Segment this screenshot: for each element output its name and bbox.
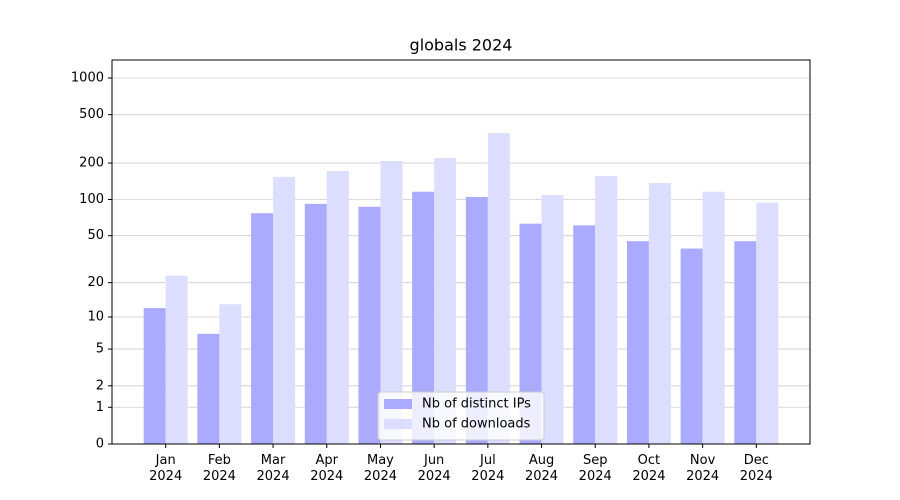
y-tick-label: 2 bbox=[96, 378, 104, 393]
y-tick-label: 0 bbox=[96, 437, 104, 452]
x-tick-label: Jun 2024 bbox=[417, 453, 451, 484]
bar bbox=[573, 225, 596, 444]
y-tick-label: 50 bbox=[87, 228, 104, 243]
x-tick-label: Jul 2024 bbox=[471, 453, 505, 484]
bar bbox=[219, 304, 242, 444]
bar bbox=[487, 133, 510, 444]
x-tick-label: Nov 2024 bbox=[686, 453, 720, 484]
bar bbox=[434, 158, 457, 444]
x-tick-label: Feb 2024 bbox=[202, 453, 236, 484]
legend: Nb of distinct IPs Nb of downloads bbox=[377, 391, 545, 441]
chart-title: globals 2024 bbox=[410, 36, 513, 55]
y-tick-label: 100 bbox=[79, 192, 104, 207]
bar bbox=[273, 176, 296, 444]
y-tick-label: 1000 bbox=[71, 70, 104, 85]
bar bbox=[143, 308, 166, 444]
bar bbox=[680, 248, 703, 444]
y-tick-label: 10 bbox=[87, 309, 104, 324]
bar bbox=[412, 191, 435, 444]
bar bbox=[251, 213, 274, 444]
x-tick-label: May 2024 bbox=[363, 453, 397, 484]
y-tick-label: 5 bbox=[96, 342, 104, 357]
bar bbox=[541, 194, 564, 444]
x-tick-label: Oct 2024 bbox=[632, 453, 666, 484]
x-tick-label: Apr 2024 bbox=[310, 453, 344, 484]
bar bbox=[734, 241, 757, 444]
bar bbox=[626, 241, 649, 444]
legend-swatch bbox=[384, 399, 412, 409]
bar bbox=[358, 206, 381, 444]
bar bbox=[326, 170, 349, 444]
x-tick-label: Mar 2024 bbox=[256, 453, 290, 484]
legend-label: Nb of downloads bbox=[422, 417, 531, 432]
legend-box bbox=[377, 391, 545, 441]
bar bbox=[648, 182, 671, 444]
x-tick-label: Dec 2024 bbox=[739, 453, 773, 484]
bar bbox=[304, 203, 327, 444]
y-tick-label: 1 bbox=[96, 400, 104, 415]
bar bbox=[465, 196, 488, 444]
plot-frame bbox=[111, 59, 811, 445]
y-tick-label: 200 bbox=[79, 156, 104, 171]
bar bbox=[165, 275, 188, 444]
bar bbox=[519, 223, 542, 444]
legend-label: Nb of distinct IPs bbox=[422, 397, 531, 412]
bar bbox=[595, 176, 618, 444]
x-tick-label: Jan 2024 bbox=[149, 453, 183, 484]
bar bbox=[380, 160, 403, 444]
bar bbox=[197, 333, 220, 444]
x-tick-label: Sep 2024 bbox=[578, 453, 612, 484]
bar bbox=[702, 191, 725, 444]
y-tick-label: 20 bbox=[87, 275, 104, 290]
legend-swatch bbox=[384, 419, 412, 429]
y-tick-label: 500 bbox=[79, 107, 104, 122]
bar bbox=[756, 202, 779, 444]
x-tick-label: Aug 2024 bbox=[524, 453, 559, 484]
